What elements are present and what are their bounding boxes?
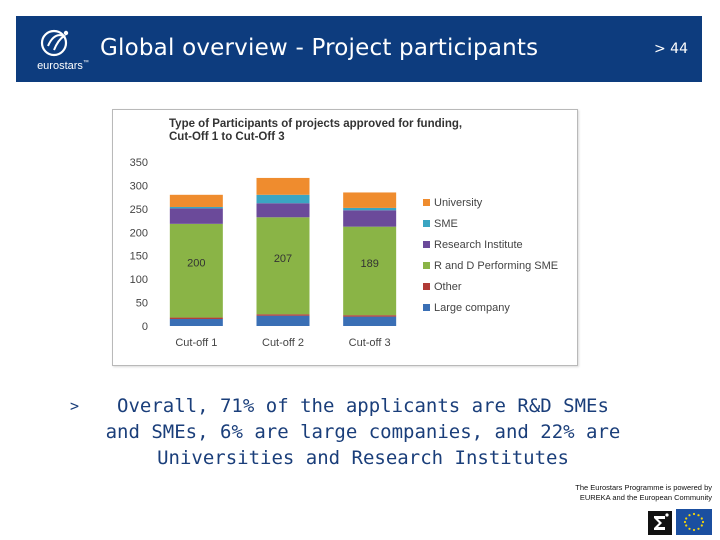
bar-segment-large-company: [256, 315, 310, 326]
chart-title: Type of Participants of projects approve…: [169, 118, 462, 130]
logo-trademark: ™: [82, 60, 89, 66]
legend-swatch: [423, 220, 430, 227]
bar-segment-sme: [343, 207, 397, 211]
bars: [169, 177, 397, 326]
page-number: > 44: [654, 41, 688, 57]
bar-data-label: 207: [274, 253, 292, 265]
legend-swatch: [423, 199, 430, 206]
stacked-bar-chart: Type of Participants of projects approve…: [130, 118, 558, 349]
summary-bullet: > Overall, 71% of the applicants are R&D…: [70, 393, 630, 471]
y-tick-label: 150: [130, 251, 148, 263]
bar-segment-research-institute: [256, 203, 310, 218]
legend-label: SME: [434, 218, 458, 230]
bar-segment-large-company: [169, 318, 223, 326]
eurostars-logo: eurostars™: [24, 24, 102, 78]
y-tick-label: 0: [142, 321, 148, 333]
legend-swatch: [423, 262, 430, 269]
legend: University SME Research Institute R and D P…: [423, 197, 558, 314]
legend-swatch: [423, 283, 430, 290]
legend-label: Other: [434, 281, 462, 293]
bullet-text: Overall, 71% of the applicants are R&D S…: [105, 395, 621, 469]
legend-label: R and D Performing SME: [434, 260, 558, 272]
header-bar: eurostars™ Global overview - Project par…: [16, 16, 702, 82]
bar-segment-large-company: [343, 316, 397, 326]
eureka-logo-icon: [648, 511, 672, 535]
bar-data-labels: 200 207 189: [187, 253, 379, 270]
bar-segment-university: [256, 177, 310, 195]
bar-segment-r-and-d-performing-sme: [343, 226, 397, 316]
footer-line-1: The Eurostars Programme is powered by: [575, 483, 712, 492]
bar-segment-other: [256, 314, 310, 316]
eurostars-swirl-icon: [40, 29, 69, 57]
bar-segment-research-institute: [169, 208, 223, 224]
x-tick-label: Cut-off 2: [262, 337, 304, 349]
bar-data-label: 200: [187, 258, 205, 270]
bar-segment-university: [343, 192, 397, 208]
y-tick-label: 100: [130, 274, 148, 286]
y-tick-label: 250: [130, 204, 148, 216]
bar-segment-r-and-d-performing-sme: [256, 217, 310, 315]
legend-swatch: [423, 241, 430, 248]
y-tick-label: 300: [130, 180, 148, 192]
bar-data-label: 189: [360, 258, 378, 270]
bar-segment-sme: [169, 206, 223, 209]
legend-label: University: [434, 197, 483, 209]
bar-segment-other: [169, 317, 223, 319]
legend-swatch: [423, 304, 430, 311]
y-tick-label: 200: [130, 227, 148, 239]
y-tick-label: 350: [130, 157, 148, 169]
footer-line-2: EUREKA and the European Community: [579, 493, 712, 502]
logo-text: eurostars™: [37, 60, 89, 72]
bar-segment-r-and-d-performing-sme: [169, 223, 223, 318]
legend-label: Research Institute: [434, 239, 523, 251]
x-axis: Cut-off 1 Cut-off 2 Cut-off 3: [175, 337, 390, 349]
y-tick-label: 50: [136, 298, 148, 310]
bar-segment-research-institute: [343, 210, 397, 227]
legend-label: Large company: [434, 302, 510, 314]
chart-frame: Type of Participants of projects approve…: [112, 109, 578, 366]
chart-subtitle: Cut-Off 1 to Cut-Off 3: [169, 131, 285, 143]
x-tick-label: Cut-off 1: [175, 337, 217, 349]
x-tick-label: Cut-off 3: [349, 337, 391, 349]
bullet-marker: >: [70, 397, 80, 415]
bar-segment-university: [169, 194, 223, 207]
bar-segment-other: [343, 315, 397, 317]
page-title: Global overview - Project participants: [100, 35, 539, 61]
eu-flag-icon: [676, 509, 712, 535]
y-axis: 0 50 100 150 200 250 300 350: [130, 157, 148, 333]
footer-note: The Eurostars Programme is powered by EU…: [532, 483, 712, 503]
bar-segment-sme: [256, 194, 310, 204]
